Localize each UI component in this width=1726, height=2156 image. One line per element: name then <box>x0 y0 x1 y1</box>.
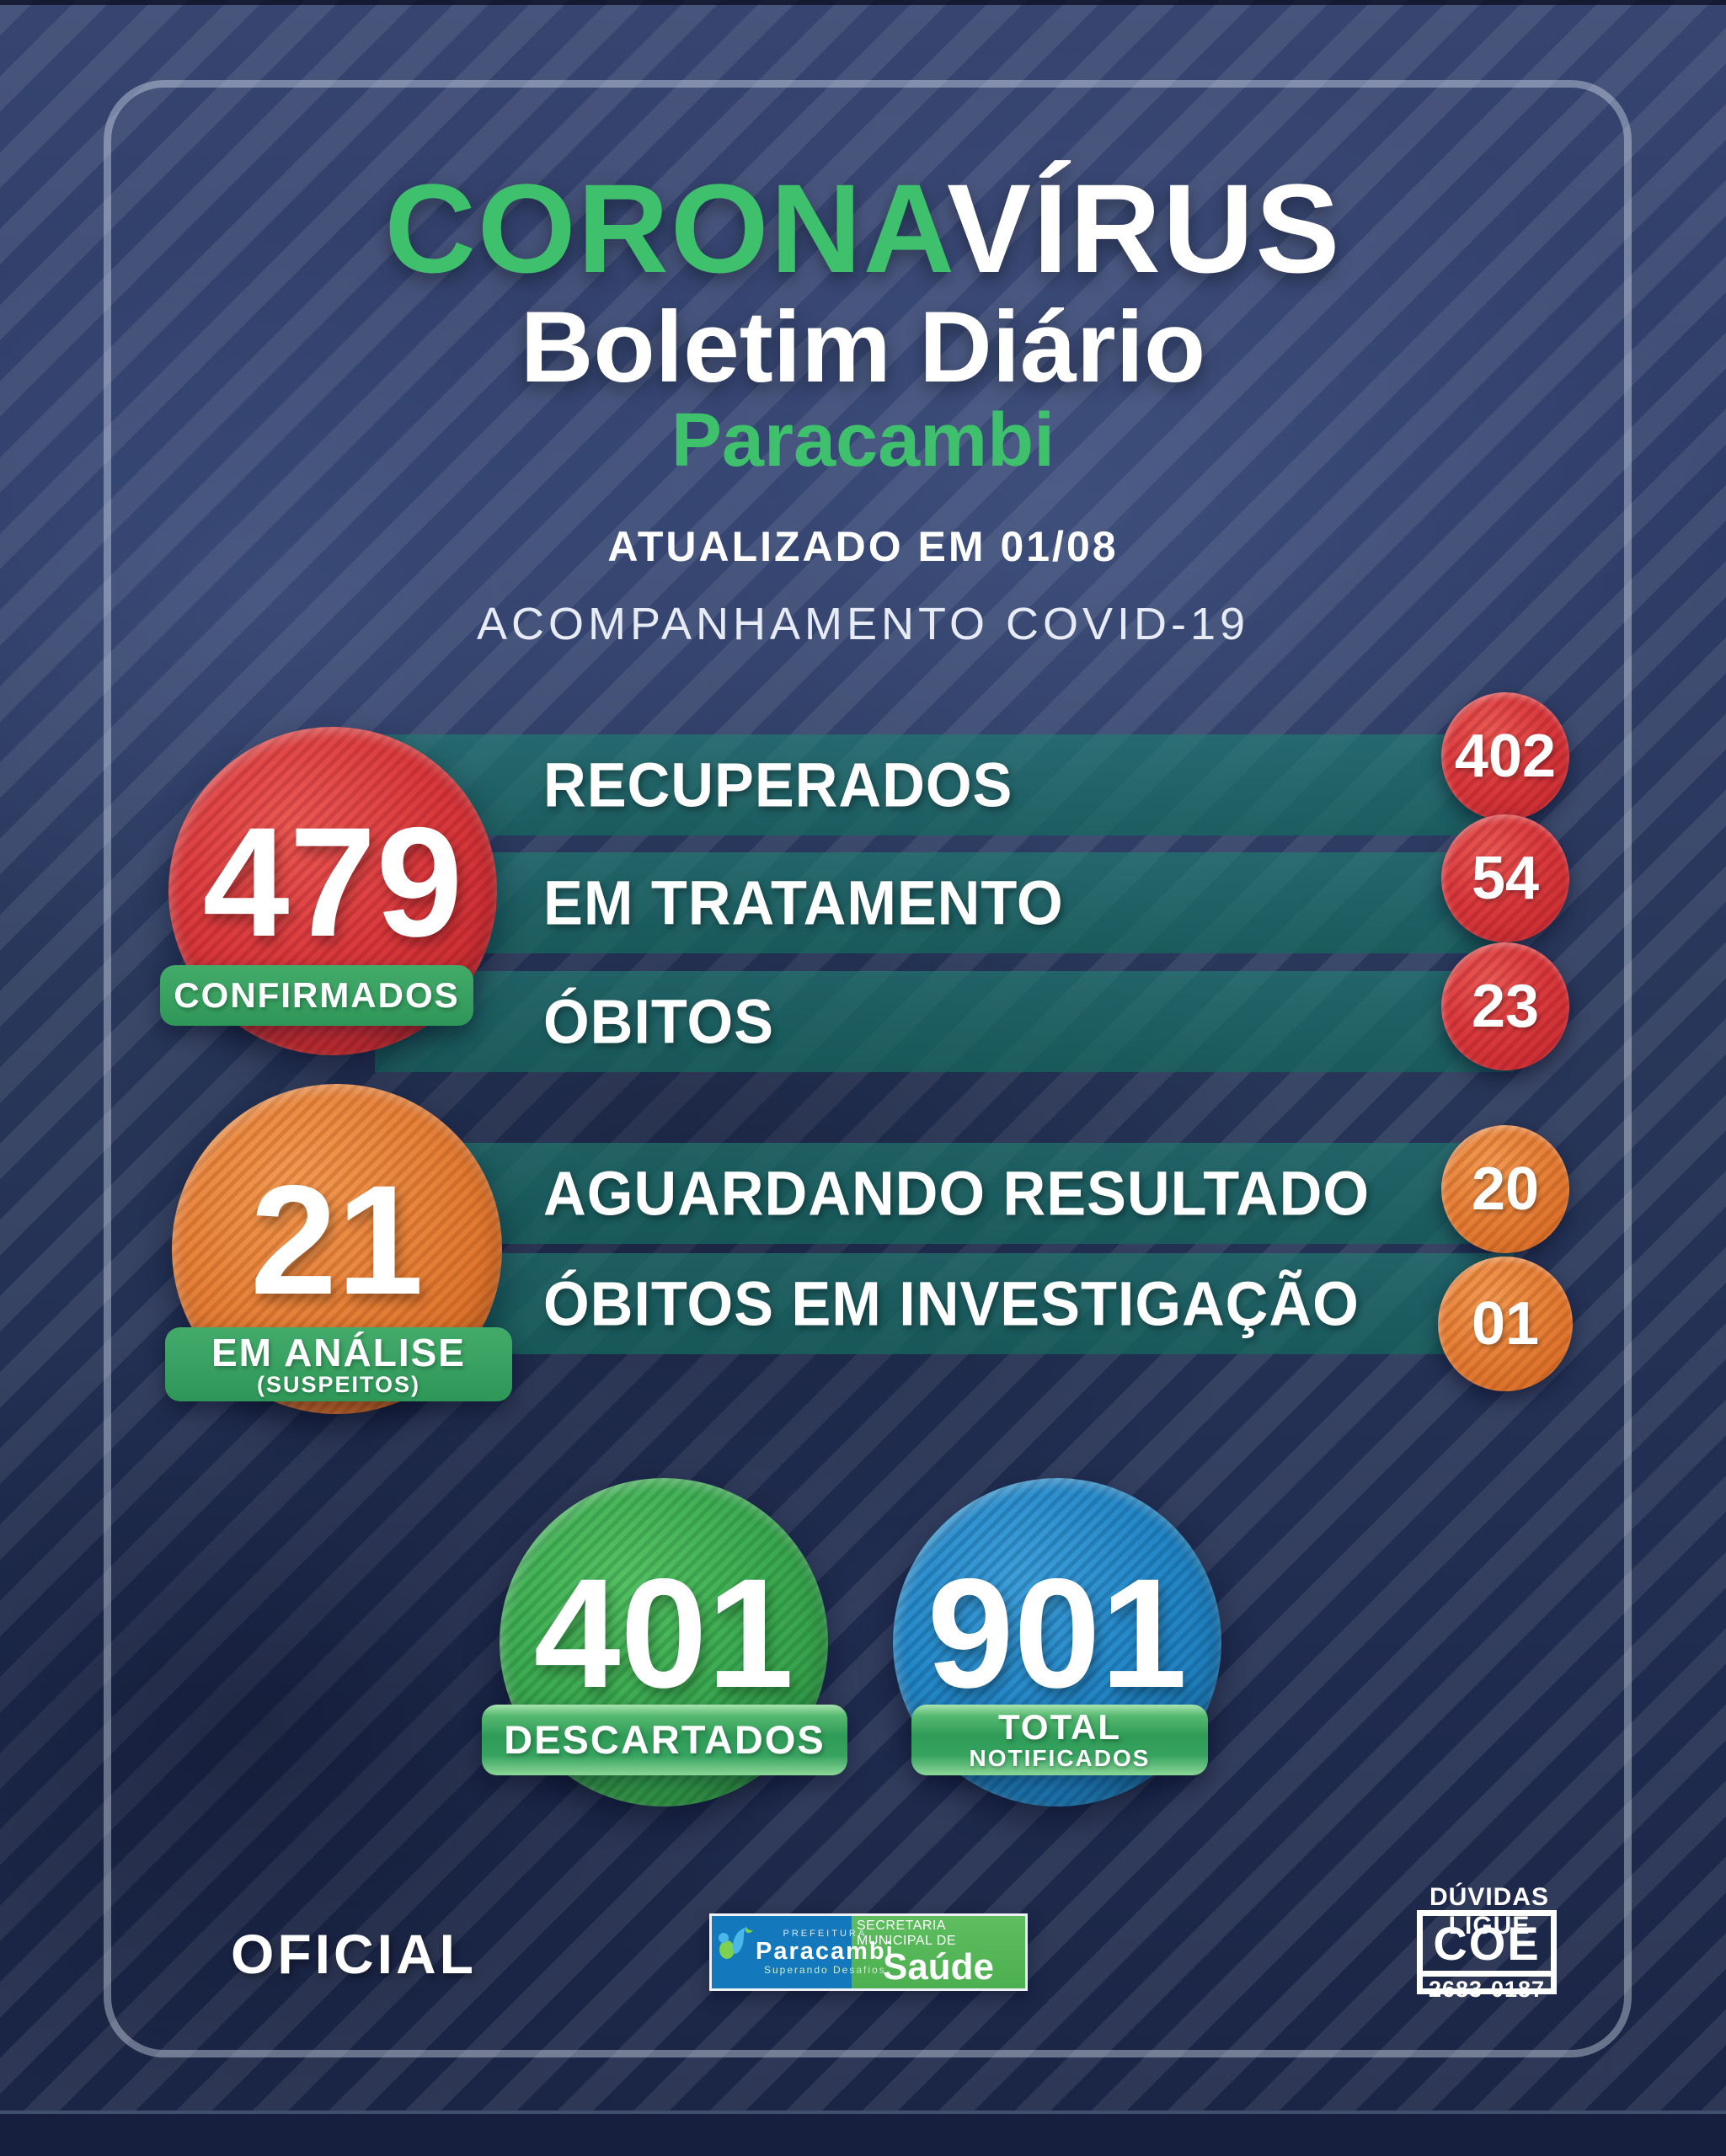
secretaria-label: SECRETARIA MUNICIPAL DE <box>857 1919 957 1948</box>
aguardando-count: 20 <box>1471 1155 1540 1223</box>
row-obitos-investigacao: ÓBITOS EM INVESTIGAÇÃO <box>375 1253 1514 1354</box>
descartados-value: 401 <box>533 1546 794 1721</box>
saude-label: Saúde <box>882 1946 995 1988</box>
page-subtitle: Boletim Diário <box>520 291 1206 403</box>
row-aguardando-resultado-label: AGUARDANDO RESULTADO <box>543 1158 1371 1229</box>
obitos-count-circle: 23 <box>1441 942 1569 1070</box>
row-obitos-investigacao-label: ÓBITOS EM INVESTIGAÇÃO <box>543 1268 1360 1339</box>
em-analise-badge-label: EM ANÁLISE <box>211 1330 466 1374</box>
decorative-frame <box>104 80 1632 2057</box>
row-recuperados: RECUPERADOS <box>375 734 1514 835</box>
row-em-tratamento: EM TRATAMENTO <box>375 852 1514 953</box>
recuperados-count: 402 <box>1454 723 1557 790</box>
secretaria-saude-panel: SECRETARIA MUNICIPAL DE Saúde <box>852 1916 1025 1988</box>
confirmados-value: 479 <box>202 795 463 969</box>
prefeitura-logo-panel: PREFEITURA Paracambi Superando Desafios <box>712 1916 893 1988</box>
confirmados-badge: CONFIRMADOS <box>160 965 473 1026</box>
duvidas-ligue-label: DÚVIDAS LIGUE <box>1429 1883 1549 1940</box>
prefeitura-name: Paracambi <box>756 1937 895 1965</box>
updated-date-line: ATUALIZADO EM 01/08 <box>607 523 1119 570</box>
footer-band <box>0 2111 1726 2156</box>
row-aguardando-resultado: AGUARDANDO RESULTADO <box>375 1143 1514 1244</box>
prefeitura-saude-logo: PREFEITURA Paracambi Superando Desafios … <box>709 1913 1028 1991</box>
obitos-investigacao-count: 01 <box>1471 1290 1540 1358</box>
aguardando-count-circle: 20 <box>1441 1125 1569 1253</box>
top-edge-divider <box>0 0 1726 5</box>
title-green-part: CORONA <box>384 157 948 299</box>
em-tratamento-count-circle: 54 <box>1441 814 1569 942</box>
recuperados-count-circle: 402 <box>1441 692 1569 820</box>
total-notificados-value: 901 <box>927 1546 1188 1721</box>
em-tratamento-count: 54 <box>1471 845 1540 912</box>
city-name: Paracambi <box>671 398 1055 483</box>
total-badge-line1: TOTAL <box>997 1707 1122 1748</box>
confirmados-badge-label: CONFIRMADOS <box>174 974 460 1015</box>
prefeitura-top-label: PREFEITURA <box>783 1928 868 1939</box>
page-title: CORONAVÍRUS <box>0 165 1726 291</box>
em-analise-value: 21 <box>250 1153 424 1327</box>
obitos-count: 23 <box>1471 973 1540 1040</box>
coe-contact-box: COE 2683-0187 <box>1417 1910 1557 2002</box>
em-analise-badge-note: (SUSPEITOS) <box>256 1371 421 1397</box>
em-analise-badge: EM ANÁLISE (SUSPEITOS) <box>165 1327 512 1401</box>
paracambi-butterfly-icon <box>717 1924 754 1981</box>
total-notificados-badge: TOTAL NOTIFICADOS <box>911 1705 1208 1775</box>
prefeitura-tagline: Superando Desafios <box>763 1964 886 1977</box>
row-recuperados-label: RECUPERADOS <box>543 750 1013 820</box>
tracking-line: ACOMPANHAMENTO COVID-19 <box>476 599 1250 649</box>
total-badge-line2: NOTIFICADOS <box>969 1745 1151 1772</box>
row-obitos-label: ÓBITOS <box>543 986 774 1057</box>
coe-phone-number: 2683-0187 <box>1428 1977 1546 2002</box>
title-white-part: VÍRUS <box>947 157 1342 299</box>
descartados-badge: DESCARTADOS <box>482 1705 847 1775</box>
row-em-tratamento-label: EM TRATAMENTO <box>543 867 1064 938</box>
coe-name: COE <box>1423 1916 1551 1977</box>
obitos-investigacao-count-circle: 01 <box>1438 1257 1573 1391</box>
official-label: OFICIAL <box>231 1923 477 1985</box>
prefeitura-logo-text: PREFEITURA Paracambi Superando Desafios <box>756 1929 895 1976</box>
row-obitos: ÓBITOS <box>375 971 1514 1072</box>
descartados-badge-label: DESCARTADOS <box>504 1717 826 1763</box>
